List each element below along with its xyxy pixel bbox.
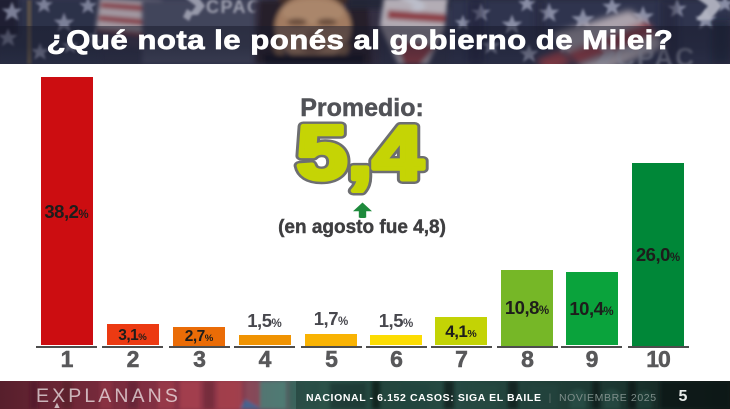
svg-text:5,4: 5,4 xyxy=(297,111,424,196)
svg-text:5,4: 5,4 xyxy=(297,111,424,196)
svg-text:CPAC: CPAC xyxy=(206,0,260,17)
